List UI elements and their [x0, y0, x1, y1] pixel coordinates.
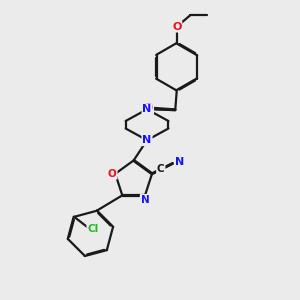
Text: N: N — [175, 157, 184, 167]
Text: N: N — [142, 135, 152, 145]
Text: O: O — [144, 103, 153, 113]
Text: Cl: Cl — [87, 224, 98, 234]
Text: C: C — [157, 164, 165, 174]
Text: O: O — [108, 169, 117, 179]
Text: N: N — [141, 195, 149, 205]
Text: N: N — [142, 104, 152, 114]
Text: O: O — [172, 22, 182, 32]
